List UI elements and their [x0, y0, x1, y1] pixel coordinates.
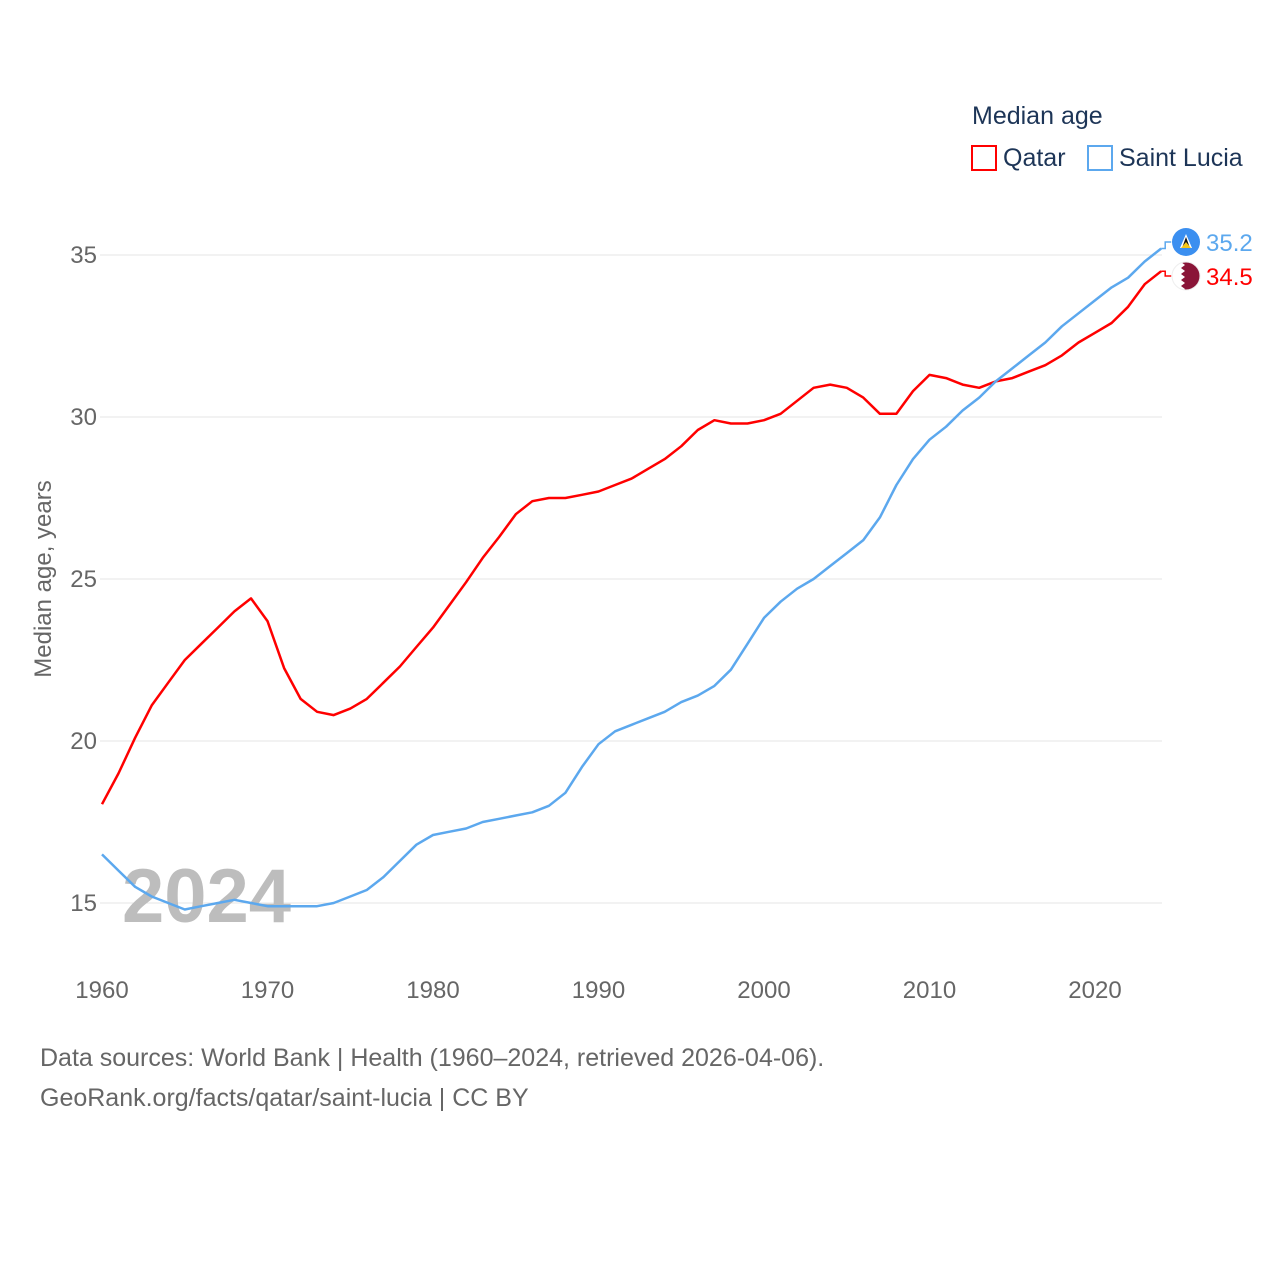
x-tick-label: 1980 — [406, 977, 459, 1004]
series-line-qatar — [100, 270, 1162, 805]
x-tick-label: 2010 — [903, 977, 956, 1004]
y-tick-label: 30 — [70, 404, 97, 431]
end-value-label: 34.5 — [1206, 264, 1253, 291]
legend-label-qatar[interactable]: Qatar — [1003, 144, 1066, 172]
y-tick-label: 25 — [70, 566, 97, 593]
year-watermark: 2024 — [122, 854, 291, 939]
qatar-flag-icon — [1171, 261, 1201, 292]
footer-link[interactable]: GeoRank.org/facts/qatar/saint-lucia | CC… — [40, 1084, 529, 1112]
grid — [100, 254, 1162, 904]
series-lines — [100, 247, 1162, 911]
x-tick-label: 1970 — [241, 977, 294, 1004]
y-axis-label: Median age, years — [30, 480, 57, 677]
legend: Median age Qatar Saint Lucia — [971, 102, 1243, 172]
x-tick-label: 1990 — [572, 977, 625, 1004]
x-tick-label: 2020 — [1068, 977, 1121, 1004]
end-labels: 34.5 35.2 — [1161, 228, 1253, 292]
end-connector — [1161, 270, 1172, 277]
series-line-saint-lucia — [101, 247, 1162, 911]
y-tick-label: 20 — [70, 728, 97, 755]
end-value-label: 35.2 — [1206, 230, 1253, 257]
legend-swatch-saint-lucia — [1087, 145, 1113, 171]
x-tick-label: 2000 — [737, 977, 790, 1004]
x-axis-ticks: 1960 1970 1980 1990 2000 2010 2020 — [75, 977, 1121, 1004]
legend-label-saint-lucia[interactable]: Saint Lucia — [1119, 144, 1243, 172]
y-tick-label: 35 — [70, 242, 97, 269]
legend-swatch-qatar — [971, 145, 997, 171]
x-tick-label: 1960 — [75, 977, 128, 1004]
end-connector — [1161, 241, 1172, 250]
legend-title: Median age — [972, 102, 1103, 130]
saint-lucia-flag-icon — [1172, 228, 1200, 256]
y-tick-label: 15 — [70, 890, 97, 917]
footer-source: Data sources: World Bank | Health (1960–… — [40, 1044, 825, 1072]
y-axis-ticks: 15 20 25 30 35 — [70, 242, 97, 917]
